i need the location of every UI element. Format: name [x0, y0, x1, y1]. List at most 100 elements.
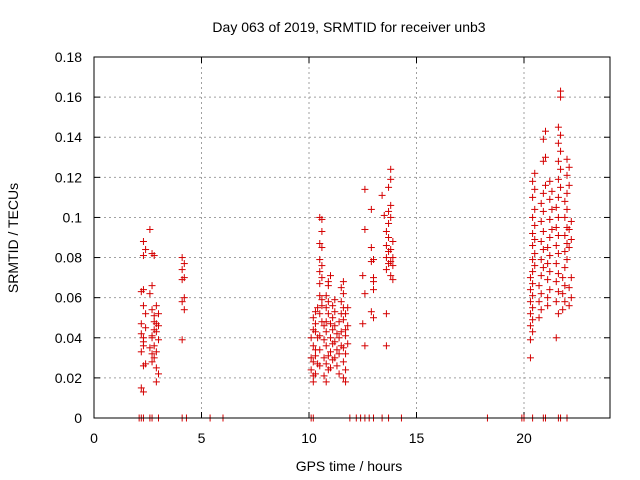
data-point — [320, 354, 328, 362]
data-point — [361, 185, 369, 193]
data-point — [565, 181, 573, 189]
data-point — [309, 358, 317, 366]
x-axis-label: GPS time / hours — [296, 458, 403, 474]
data-point — [178, 298, 186, 306]
grid-layer — [94, 57, 610, 418]
data-point — [155, 370, 162, 378]
data-point — [539, 157, 547, 165]
data-point — [137, 330, 145, 338]
data-point — [320, 322, 328, 330]
data-point — [318, 262, 326, 270]
data-point — [557, 93, 565, 101]
data-point — [557, 87, 565, 95]
data-point — [370, 286, 377, 294]
data-point — [311, 320, 319, 328]
data-point — [180, 260, 188, 268]
data-point — [318, 296, 326, 304]
data-point — [529, 280, 537, 288]
data-point — [137, 320, 145, 328]
data-point — [542, 127, 549, 135]
y-tick-label: 0.06 — [55, 290, 82, 306]
data-point — [367, 244, 375, 252]
data-point — [389, 262, 397, 270]
data-point — [327, 334, 334, 342]
data-point — [539, 135, 547, 143]
data-point — [561, 213, 569, 221]
data-point — [565, 163, 573, 171]
data-point — [387, 246, 395, 254]
data-point — [544, 276, 552, 284]
data-point — [333, 330, 341, 338]
data-point — [546, 177, 554, 185]
data-point — [554, 213, 562, 221]
data-point — [309, 378, 317, 386]
data-point — [329, 326, 337, 334]
data-point — [539, 189, 547, 197]
x-tick-label: 0 — [90, 430, 98, 446]
data-point — [142, 246, 150, 254]
data-point — [367, 308, 375, 316]
data-point — [311, 308, 319, 316]
data-point — [331, 322, 339, 330]
data-point — [142, 310, 150, 318]
data-point — [370, 278, 377, 286]
data-point — [526, 354, 534, 362]
data-point — [537, 272, 545, 280]
data-point — [148, 306, 156, 314]
data-point — [318, 302, 326, 310]
data-point — [539, 246, 547, 254]
data-point — [554, 270, 562, 278]
data-point — [546, 268, 554, 276]
data-point — [529, 213, 537, 221]
data-point — [150, 354, 158, 362]
data-point — [382, 254, 390, 262]
data-point — [542, 153, 549, 161]
data-point — [152, 378, 160, 386]
data-point — [311, 328, 319, 336]
data-point — [567, 236, 575, 244]
ticks-layer: 0 0.02 0.04 0.06 0.08 0.1 0.12 0.14 0.16 0.18 0 5 10… — [55, 49, 610, 446]
data-point — [387, 272, 395, 280]
data-point — [567, 274, 575, 282]
data-point — [531, 262, 539, 270]
data-point — [327, 348, 334, 356]
data-point — [529, 268, 537, 276]
data-point — [529, 256, 537, 264]
data-point — [537, 238, 545, 246]
data-point — [385, 234, 393, 241]
data-point — [552, 242, 560, 250]
data-point — [320, 336, 328, 344]
y-tick-label: 0.1 — [63, 209, 83, 225]
data-point — [344, 304, 352, 312]
data-point — [554, 139, 562, 147]
data-point — [155, 336, 162, 344]
data-point — [146, 344, 154, 352]
data-point — [361, 225, 369, 233]
data-point — [361, 342, 369, 350]
data-point — [561, 282, 569, 290]
data-point — [331, 354, 339, 362]
data-point — [537, 306, 545, 314]
data-point — [322, 318, 330, 326]
data-point — [389, 238, 397, 246]
data-point — [150, 252, 158, 260]
data-point — [180, 306, 188, 314]
data-point — [537, 217, 545, 225]
data-point — [178, 266, 186, 274]
y-tick-label: 0.02 — [55, 370, 82, 386]
data-point — [150, 318, 158, 326]
data-point — [544, 260, 552, 268]
data-point — [146, 225, 154, 233]
data-point — [342, 350, 350, 358]
data-point — [387, 258, 395, 266]
data-point — [370, 314, 377, 322]
data-point — [367, 205, 375, 213]
data-point — [322, 360, 330, 368]
data-point — [318, 227, 326, 235]
data-point — [552, 223, 560, 231]
data-point — [537, 256, 545, 264]
data-point — [331, 338, 339, 346]
data-point — [557, 131, 565, 139]
data-point — [314, 304, 322, 312]
chart-title: Day 063 of 2019, SRMTID for receiver unb… — [212, 19, 485, 35]
